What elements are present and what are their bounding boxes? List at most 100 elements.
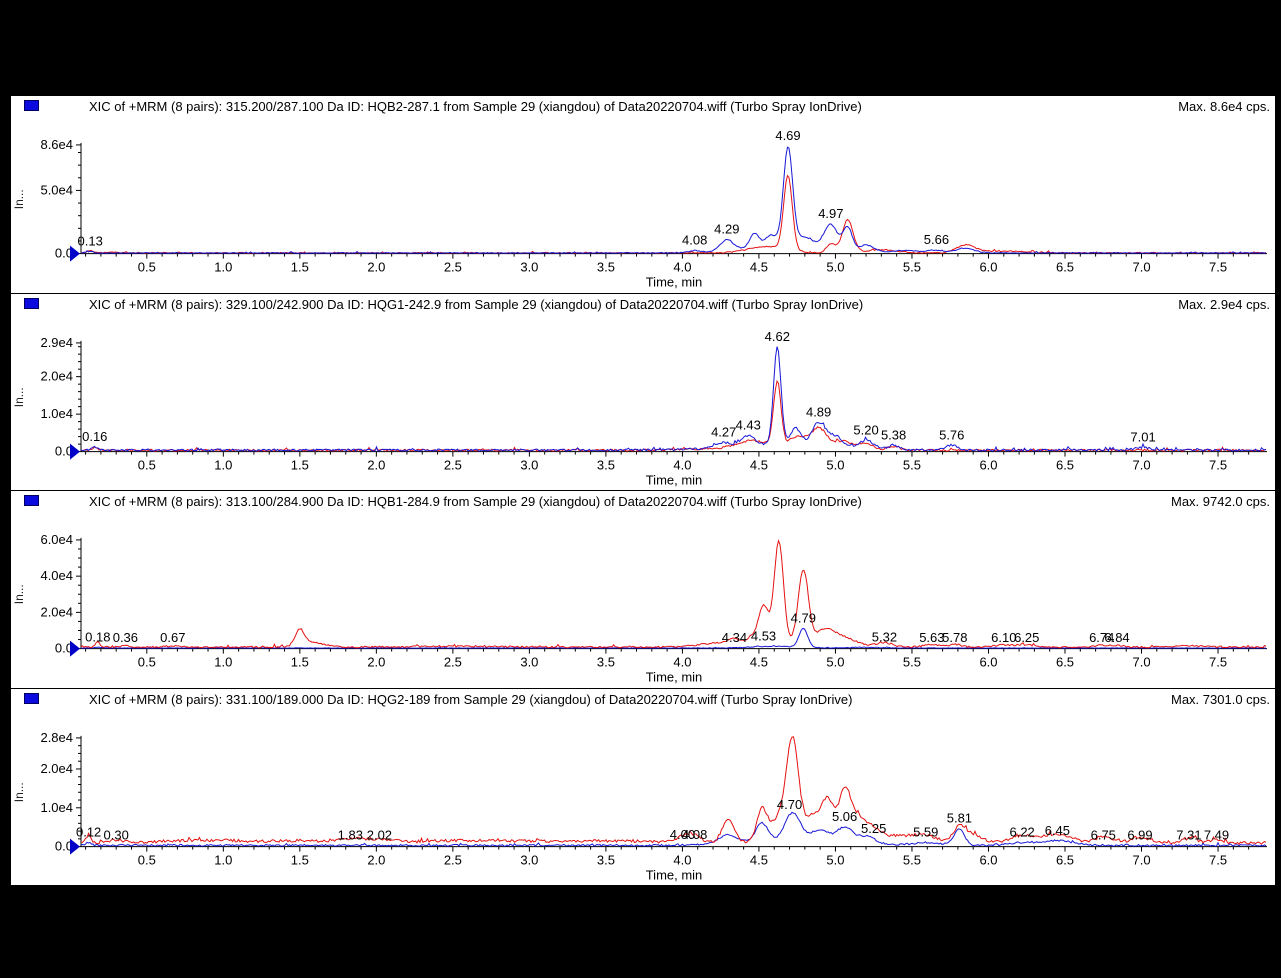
x-tick-label: 2.5 [444,655,462,670]
y-tick-label: 2.8e4 [40,729,73,744]
x-tick-label: 1.0 [214,655,232,670]
trace-red [80,379,1267,452]
peak-label: 4.27 [711,424,736,439]
origin-marker-icon[interactable] [70,838,80,855]
peak-label: 4.29 [714,221,739,236]
x-tick-label: 6.5 [1056,457,1074,472]
pane-select-button[interactable] [24,692,39,704]
peak-label: 0.12 [76,824,101,839]
intensity-axis-label: In... [12,782,26,802]
peak-label: 0.16 [82,428,107,443]
x-tick-label: 7.5 [1209,852,1227,867]
pane-max-label: Max. 7301.0 cps. [1171,691,1270,707]
peak-label: 4.34 [722,630,747,645]
pane-select-button[interactable] [24,495,39,506]
y-tick-label: 2.0e4 [40,760,73,775]
time-axis-title: Time, min [646,867,703,882]
x-tick-label: 7.5 [1209,655,1227,670]
chromatogram-svg: 2.9e4 2.0e4 1.0e4 0.0 0.5 1.0 1.5 2.0 2.5 3.0 3.5 4… [12,329,1267,487]
x-tick-label: 3.5 [597,457,615,472]
x-tick-label: 1.5 [291,852,309,867]
intensity-axis-label: In... [12,189,26,209]
x-tick-label: 7.5 [1209,457,1227,472]
trace-blue [80,346,1267,452]
pane-titlebar: XIC of +MRM (8 pairs): 331.100/189.000 D… [11,689,1275,710]
peak-label: 6.45 [1045,822,1070,837]
x-tick-label: 5.0 [826,457,844,472]
peak-label: 6.99 [1127,827,1152,842]
peak-label: 5.38 [881,427,906,442]
chromatogram-plot[interactable]: 2.8e4 2.0e4 1.0e4 0.0 0.5 1.0 1.5 2.0 2.5 3.0 3.5 4… [11,710,1275,886]
xic-pane-hqg1: XIC of +MRM (8 pairs): 329.100/242.900 D… [11,292,1275,491]
chromatogram-plot[interactable]: 8.6e4 5.0e4 0.0 0.5 1.0 1.5 2.0 2.5 3.0 3.5 4.0 4.5… [11,117,1275,293]
x-tick-label: 2.0 [367,260,385,275]
x-tick-label: 1.0 [214,457,232,472]
x-tick-label: 3.0 [520,852,538,867]
chromatogram-plot[interactable]: 2.9e4 2.0e4 1.0e4 0.0 0.5 1.0 1.5 2.0 2.5 3.0 3.5 4… [11,315,1275,491]
x-tick-label: 5.5 [903,457,921,472]
x-tick-label: 1.0 [214,260,232,275]
x-tick-label: 1.0 [214,852,232,867]
peak-label: 5.63 [919,630,944,645]
peak-label: 6.75 [1091,827,1116,842]
y-tick-label: 0.0 [55,838,73,853]
chromatogram-svg: 2.8e4 2.0e4 1.0e4 0.0 0.5 1.0 1.5 2.0 2.5 3.0 3.5 4… [12,729,1267,882]
peak-label: 0.30 [104,827,129,842]
y-tick-label: 2.9e4 [40,334,73,349]
x-tick-label: 2.5 [444,852,462,867]
chromatogram-plot[interactable]: 6.0e4 4.0e4 2.0e4 0.0 0.5 1.0 1.5 2.0 2.5 3.0 3.5 4… [11,512,1275,688]
pane-titlebar: XIC of +MRM (8 pairs): 315.200/287.100 D… [11,96,1275,117]
intensity-axis-label: In... [12,387,26,407]
peak-label: 4.79 [791,610,816,625]
y-tick-label: 4.0e4 [40,568,73,583]
peak-label: 4.89 [806,404,831,419]
y-tick-label: 6.0e4 [40,532,73,547]
origin-marker-icon[interactable] [70,245,80,262]
time-axis-title: Time, min [646,670,703,685]
x-tick-label: 3.5 [597,655,615,670]
x-tick-label: 7.0 [1132,655,1150,670]
x-tick-label: 5.0 [826,260,844,275]
x-tick-label: 2.0 [367,457,385,472]
time-axis-title: Time, min [646,275,703,290]
origin-marker-icon[interactable] [70,640,80,657]
x-tick-label: 3.0 [520,655,538,670]
x-tick-label: 4.5 [750,655,768,670]
pane-select-button[interactable] [24,297,39,309]
x-tick-label: 3.5 [597,260,615,275]
peak-label: 4.08 [682,826,707,841]
peak-label: 7.49 [1204,827,1229,842]
peak-label: 4.97 [818,206,843,221]
y-tick-label: 8.6e4 [40,137,73,152]
x-tick-label: 6.0 [979,852,997,867]
peak-label: 5.78 [942,630,967,645]
y-tick-label: 2.0e4 [40,368,73,383]
xic-pane-hqb2: XIC of +MRM (8 pairs): 315.200/287.100 D… [11,96,1275,293]
x-tick-label: 5.5 [903,655,921,670]
trace-blue [80,811,1267,847]
peak-label: 5.06 [832,808,857,823]
x-tick-label: 6.0 [979,260,997,275]
pane-titlebar: XIC of +MRM (8 pairs): 313.100/284.900 D… [11,491,1275,512]
y-tick-label: 1.0e4 [40,799,73,814]
x-tick-label: 1.5 [291,457,309,472]
chromatogram-panes-container: XIC of +MRM (8 pairs): 315.200/287.100 D… [10,95,1276,886]
x-tick-label: 1.5 [291,260,309,275]
pane-title: XIC of +MRM (8 pairs): 329.100/242.900 D… [89,296,864,312]
chromatogram-svg: 6.0e4 4.0e4 2.0e4 0.0 0.5 1.0 1.5 2.0 2.5 3.0 3.5 4… [12,532,1267,685]
x-tick-label: 4.5 [750,260,768,275]
pane-select-button[interactable] [24,100,39,111]
peak-label: 5.81 [947,810,972,825]
pane-max-label: Max. 8.6e4 cps. [1178,99,1270,114]
peak-label: 4.00 [670,827,695,842]
intensity-axis-label: In... [12,584,26,604]
chromatogram-svg: 8.6e4 5.0e4 0.0 0.5 1.0 1.5 2.0 2.5 3.0 3.5 4.0 4.5… [12,128,1267,290]
peak-label: 6.22 [1010,824,1035,839]
x-tick-label: 7.5 [1209,260,1227,275]
x-tick-label: 0.5 [138,852,156,867]
x-tick-label: 1.5 [291,655,309,670]
origin-marker-icon[interactable] [70,443,80,460]
x-tick-label: 6.0 [979,655,997,670]
peak-label: 4.53 [751,629,776,644]
